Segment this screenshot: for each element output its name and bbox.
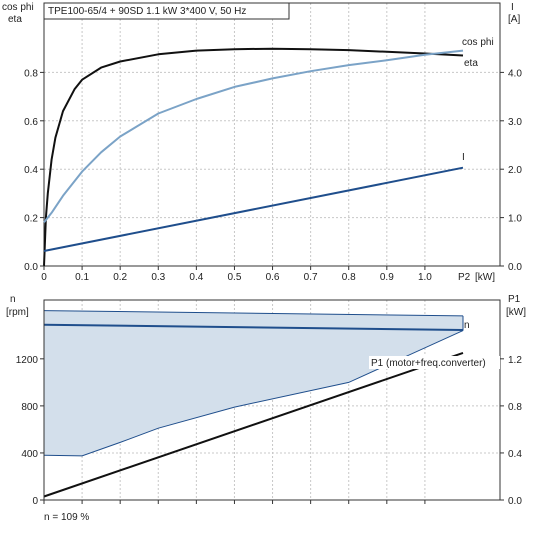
series-label-i: I [462,152,465,163]
bottom-y-right-tick-label: 1.2 [508,355,522,366]
x-tick-label: 0.2 [113,272,127,283]
x-tick-label: 1.0 [418,272,432,283]
series-label-n: n [464,320,470,331]
x-tick-label: 0.6 [266,272,280,283]
x-tick-label: 0 [41,272,47,283]
chart-title-box [43,2,290,20]
y-right-tick-label: 1.0 [508,214,522,225]
bottom-y-right-tick-label: 0.8 [508,402,522,413]
speed-footnote: n = 109 % [44,512,89,523]
series-label-eta: eta [464,58,478,69]
efficiency-chart: 0 0.1 0.2 0.3 0.4 0.5 0.6 0.7 0.8 0.9 1.0 0.0 0.2 0.4… [2,2,522,283]
bottom-plot-frame [43,299,501,501]
bottom-y-right-tick-label: 0.0 [508,496,522,507]
y-tick-label: 0.6 [24,117,38,128]
y-axis-label-cosphi: cos phi [2,2,34,13]
bottom-y-tick-label: 400 [21,449,38,460]
series-line-n [43,323,464,331]
y-axis-label-eta: eta [8,14,22,25]
speed-min-line [43,330,464,457]
series-line-p1 [43,351,464,498]
y-right-tick-label: 2.0 [508,165,522,176]
y-tick-label: 0.8 [24,68,38,79]
series-line-cos-phi [43,49,464,224]
bottom-y-tick-label: 0 [32,496,38,507]
y-right-tick-label: 3.0 [508,117,522,128]
bottom-ticks: 0 400 800 1200 0.0 0.4 0.8 1.2 [16,355,523,507]
series-line-I [43,166,464,252]
y-right-axis-label-unit: [A] [508,14,520,25]
bottom-y-tick-label: 800 [21,402,38,413]
top-series [43,47,464,267]
speed-range-area [44,310,463,456]
y-right-axis-label-i: I [511,2,514,13]
x-tick-label: 0.1 [75,272,89,283]
y-axis-label-rpm: [rpm] [6,307,29,318]
x-axis-label-unit: [kW] [475,272,495,283]
series-label-cosphi: cos phi [462,37,494,48]
y-right-tick-label: 4.0 [508,68,522,79]
y-tick-label: 0.4 [24,165,38,176]
top-ticks: 0 0.1 0.2 0.3 0.4 0.5 0.6 0.7 0.8 0.9 1.0 0.0 0.2 0.4… [24,68,522,283]
bottom-y-tick-label: 1200 [16,355,39,366]
series-label-p1-background [369,356,500,369]
x-tick-label: 0.7 [304,272,318,283]
x-tick-label: 0.8 [342,272,356,283]
y-tick-label: 0.2 [24,214,38,225]
x-tick-label: 0.4 [189,272,203,283]
y-right-tick-label: 0.0 [508,262,522,273]
y-right-axis-label-kw: [kW] [506,307,526,318]
top-grid [44,3,500,266]
x-tick-label: 0.5 [228,272,242,283]
x-tick-label: 0.9 [380,272,394,283]
top-plot-frame [43,2,501,267]
series-line-eta [43,47,464,267]
speed-max-line [43,310,464,317]
y-tick-label: 0.0 [24,262,38,273]
x-axis-label-p2: P2 [458,272,471,283]
bottom-y-right-tick-label: 0.4 [508,449,522,460]
x-tick-label: 0.3 [151,272,165,283]
series-label-p1: P1 (motor+freq.converter) [371,358,486,369]
y-right-axis-label-p1: P1 [508,294,521,305]
bottom-series [43,310,464,498]
chart-title: TPE100-65/4 + 90SD 1.1 kW 3*400 V, 50 Hz [48,6,246,17]
y-axis-label-n: n [10,294,16,305]
